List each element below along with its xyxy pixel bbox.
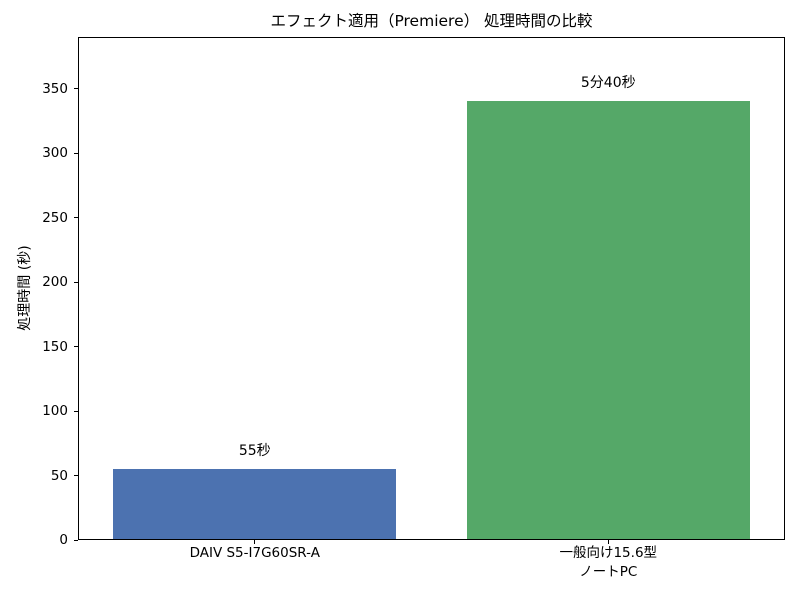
chart-title: エフェクト適用（Premiere） 処理時間の比較 [270, 12, 593, 30]
y-tick-label: 0 [59, 532, 68, 548]
y-tick-mark [74, 88, 78, 90]
y-tick-label: 350 [42, 80, 68, 97]
y-tick-label: 50 [50, 467, 68, 484]
y-tick-mark [74, 410, 78, 412]
bar-value-label: 55秒 [238, 443, 271, 460]
y-tick-label: 250 [42, 209, 68, 226]
x-tick-mark [254, 540, 256, 544]
y-tick-mark [74, 346, 78, 348]
y-tick-label: 300 [42, 145, 68, 162]
x-tick-mark [607, 540, 609, 544]
x-tick-label: 一般向け15.6型 ノートPC [559, 545, 658, 580]
y-tick-mark [74, 217, 78, 219]
y-tick-mark [74, 539, 78, 541]
y-tick-label: 150 [42, 338, 68, 355]
bar-2 [466, 101, 750, 539]
y-tick-mark [74, 475, 78, 476]
bar-1 [113, 469, 397, 539]
y-tick-label: 200 [42, 274, 68, 291]
x-tick-label: DAIV S5-I7G60SR-A [189, 545, 320, 561]
y-tick-label: 100 [42, 403, 68, 420]
y-tick-mark [74, 152, 78, 154]
bar-value-label: 5分40秒 [580, 75, 636, 92]
y-tick-mark [74, 281, 78, 283]
